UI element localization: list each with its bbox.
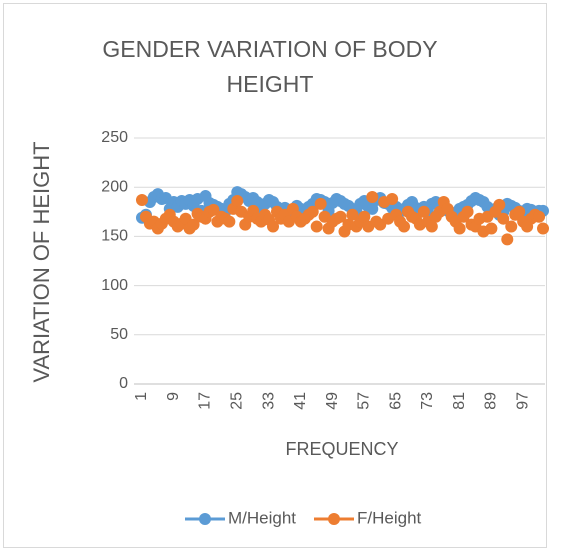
y-tick-label: 100	[101, 277, 128, 294]
y-tick-label: 250	[101, 129, 128, 146]
marker	[501, 233, 514, 246]
legend-marker	[199, 513, 211, 525]
y-tick-label: 150	[101, 228, 128, 245]
marker	[310, 220, 323, 233]
marker	[425, 220, 438, 233]
marker	[461, 205, 474, 218]
x-tick-label: 65	[387, 392, 404, 410]
marker	[497, 212, 510, 225]
x-tick-label: 25	[228, 392, 245, 410]
marker	[533, 210, 546, 223]
marker	[314, 197, 327, 210]
marker	[493, 198, 506, 211]
marker	[267, 220, 280, 233]
marker	[306, 205, 319, 218]
y-tick-label: 0	[119, 375, 128, 392]
x-tick-label: 57	[356, 392, 373, 410]
marker	[346, 208, 359, 221]
marker	[135, 193, 148, 206]
marker	[334, 210, 347, 223]
legend-label: F/Height	[357, 508, 422, 527]
marker	[537, 222, 550, 235]
marker	[386, 193, 399, 206]
marker	[453, 222, 466, 235]
x-tick-label: 1	[133, 392, 150, 401]
marker	[223, 215, 236, 228]
x-tick-label: 33	[260, 392, 277, 410]
marker	[513, 205, 526, 218]
legend-label: M/Height	[228, 508, 296, 527]
x-tick-label: 97	[514, 392, 531, 410]
y-tick-label: 50	[110, 326, 128, 343]
x-axis-title: FREQUENCY	[285, 439, 398, 459]
marker	[231, 194, 244, 207]
marker	[398, 220, 411, 233]
y-tick-label: 200	[101, 178, 128, 195]
marker	[187, 218, 200, 231]
chart-title: GENDER VARIATION OF BODY HEIGHT	[102, 36, 438, 97]
x-tick-label: 9	[165, 392, 182, 401]
marker	[417, 205, 430, 218]
x-tick-label: 73	[419, 392, 436, 410]
x-tick-label: 17	[197, 392, 214, 410]
legend-marker	[328, 513, 340, 525]
chart-border	[3, 3, 547, 548]
marker	[485, 222, 498, 235]
x-tick-label: 49	[324, 392, 341, 410]
y-axis-title: VARIATION OF HEIGHT	[29, 141, 54, 382]
x-tick-label: 81	[451, 392, 468, 410]
marker	[505, 220, 518, 233]
x-tick-label: 41	[292, 392, 309, 410]
marker	[207, 203, 220, 216]
marker	[358, 210, 371, 223]
x-tick-label: 89	[483, 392, 500, 410]
marker	[366, 191, 379, 204]
